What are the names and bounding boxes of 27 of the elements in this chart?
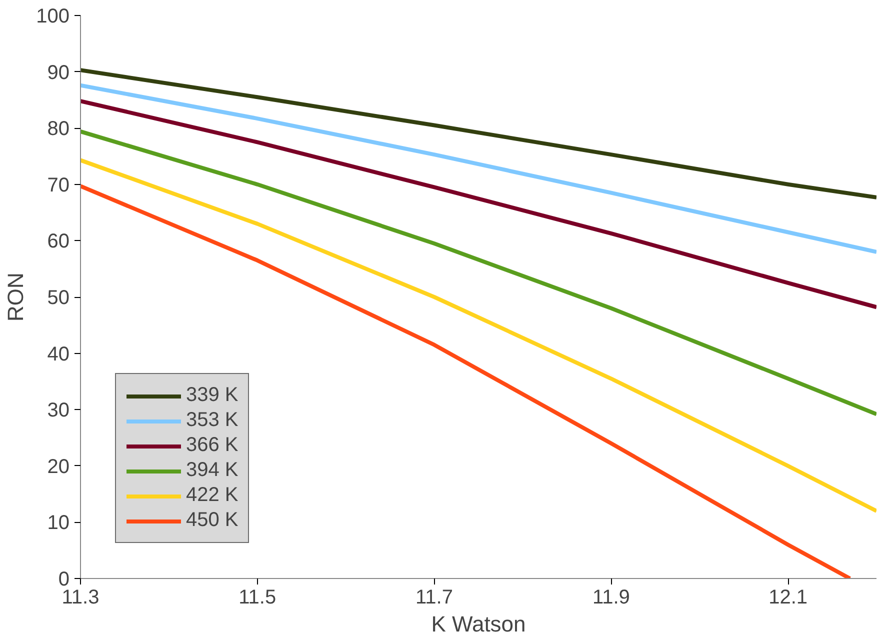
legend-label: 422 K (186, 484, 238, 507)
x-tick-label: 11.9 (592, 586, 630, 608)
y-tick-label: 60 (47, 230, 70, 253)
y-tick-label: 80 (47, 118, 70, 140)
legend-label: 366 K (186, 434, 238, 457)
legend-label: 339 K (186, 384, 238, 407)
x-tick-label: 11.5 (238, 586, 276, 608)
x-tick-label: 12.1 (768, 586, 808, 608)
x-axis-title: K Watson (431, 612, 526, 636)
line-series (80, 184, 852, 578)
legend-label: 450 K (186, 509, 238, 532)
x-tick-label: 11.7 (416, 586, 454, 608)
line-series (80, 99, 876, 310)
y-tick-label: 40 (47, 343, 70, 366)
legend-label: 353 K (186, 409, 238, 432)
legend-label: 394 K (186, 459, 238, 482)
line-series (80, 68, 876, 200)
y-tick-label: 20 (47, 456, 70, 478)
line-series (80, 158, 876, 513)
line-series (80, 83, 876, 254)
y-axis-title: RON (3, 272, 28, 322)
y-tick-label: 10 (47, 512, 70, 534)
y-tick-label: 50 (47, 287, 70, 309)
y-tick-label: 90 (47, 62, 70, 84)
y-tick-label: 70 (47, 174, 70, 196)
y-tick-label: 30 (47, 400, 70, 422)
y-tick-label: 100 (36, 6, 70, 28)
